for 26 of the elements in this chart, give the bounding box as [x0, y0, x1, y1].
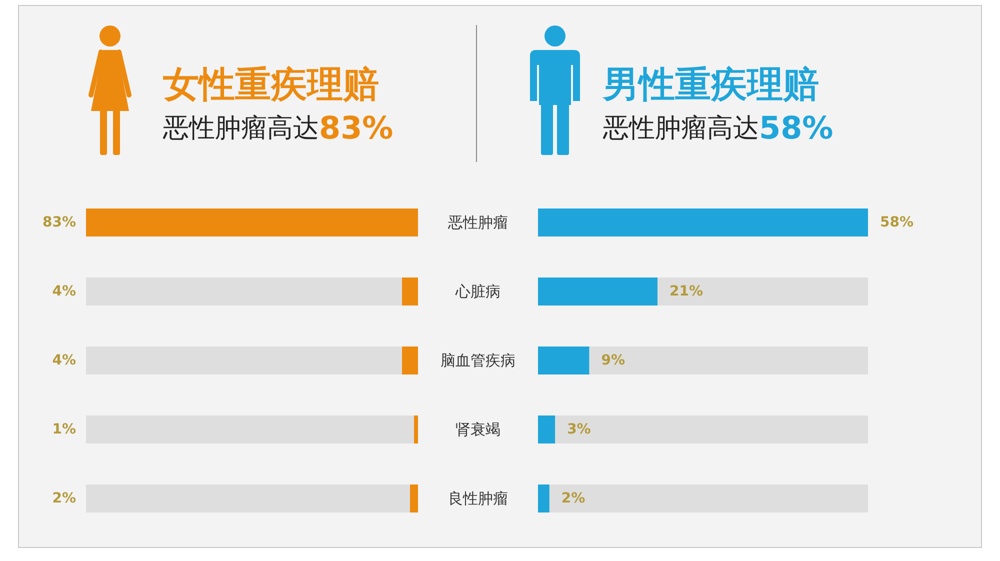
y-tick-label: 肾衰竭 — [456, 420, 500, 438]
y-tick-label: 心脏病 — [454, 282, 500, 300]
bar — [538, 346, 590, 374]
data-label: 21% — [669, 284, 703, 300]
chart-subtitle: 恶性肿瘤高达58% — [602, 110, 834, 146]
y-tick-label: 脑血管疾病 — [440, 352, 516, 370]
bar — [538, 416, 556, 444]
y-tick-label: 恶性肿瘤 — [447, 214, 508, 232]
data-label: 1% — [52, 422, 76, 438]
data-label: 4% — [52, 352, 76, 368]
data-label: 58% — [880, 214, 914, 230]
bar — [410, 484, 418, 512]
data-label: 2% — [52, 490, 76, 506]
data-label: 3% — [567, 422, 591, 438]
bar — [402, 278, 418, 306]
chart-title: 女性重疾理赔 — [163, 64, 379, 106]
bar — [538, 484, 550, 512]
chart-subtitle: 恶性肿瘤高达83% — [162, 110, 394, 146]
data-label: 2% — [561, 490, 586, 506]
data-label: 9% — [601, 352, 625, 368]
bar — [402, 346, 418, 374]
bar — [414, 416, 418, 444]
chart-title: 男性重疾理赔 — [602, 64, 819, 106]
y-tick-label: 良性肿瘤 — [448, 490, 508, 508]
data-label: 83% — [42, 214, 76, 230]
data-label: 4% — [52, 284, 76, 300]
